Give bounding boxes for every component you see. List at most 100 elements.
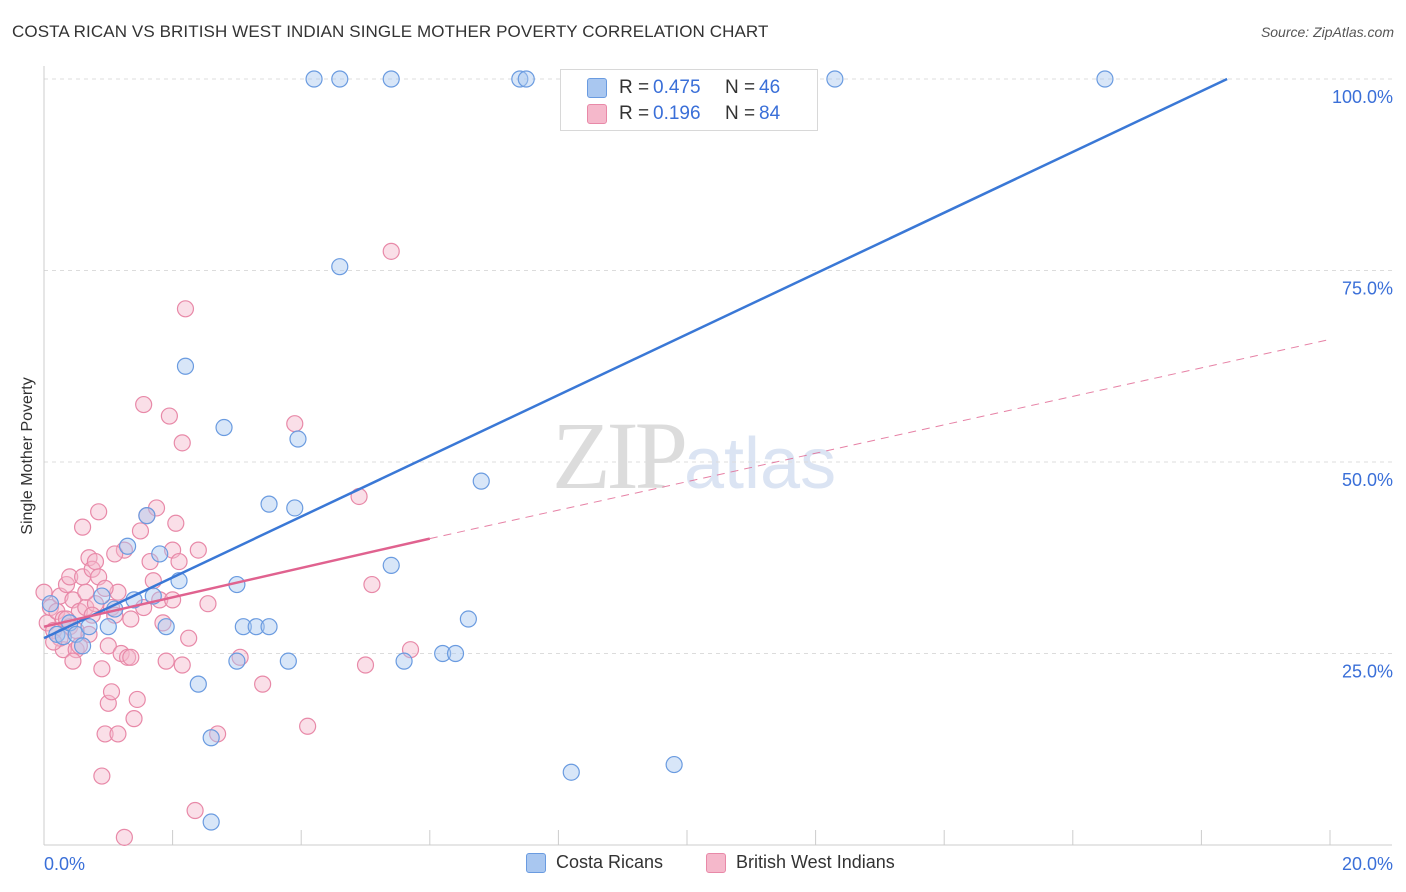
costa-ricans-point — [176, 357, 195, 375]
british-west-indians-point — [115, 828, 133, 846]
legend-swatch-blue — [587, 78, 607, 98]
british-west-indians-point — [128, 690, 146, 709]
costa-ricans-point — [215, 418, 233, 437]
bottom-legend-label: British West Indians — [736, 852, 895, 872]
legend-n-value: 46 — [759, 77, 781, 98]
british-west-indians-point — [102, 683, 121, 701]
chart-title: COSTA RICAN VS BRITISH WEST INDIAN SINGL… — [12, 22, 769, 41]
british-west-indians-point — [109, 725, 127, 743]
legend-n-value: 84 — [759, 103, 781, 124]
british-west-indians-point — [157, 652, 175, 670]
legend-n-label: N = — [725, 77, 756, 98]
british-west-indians-point — [173, 656, 191, 674]
british-west-indians-point — [73, 518, 92, 536]
british-west-indians-point — [167, 514, 185, 532]
bottom-legend-british-west-indians: British West Indians — [706, 852, 895, 873]
legend-r-value: 0.475 — [653, 77, 701, 98]
british-west-indians-trend-line — [43, 537, 431, 628]
source-label: Source: ZipAtlas.com — [1260, 24, 1394, 40]
costa-ricans-point — [382, 70, 400, 88]
costa-ricans-point — [665, 755, 683, 774]
costa-ricans-point — [826, 70, 844, 88]
costa-ricans-point — [138, 507, 156, 525]
costa-ricans-point — [517, 70, 535, 88]
british-west-indians-point — [173, 434, 191, 452]
british-west-indians-point — [286, 415, 304, 433]
costa-ricans-point — [228, 652, 246, 670]
legend-r-label: R = — [619, 103, 650, 124]
legend: R = 0.475 N = 46 R = 0.196 N = 84 — [560, 69, 818, 131]
costa-ricans-point — [472, 472, 490, 490]
costa-ricans-point — [202, 813, 220, 831]
y-tick-label: 100.0% — [1332, 87, 1393, 107]
costa-ricans-point — [279, 652, 297, 670]
costa-ricans-point — [331, 70, 349, 88]
legend-n-label: N = — [725, 103, 756, 124]
british-west-indians-point — [131, 522, 150, 540]
bottom-legend-label: Costa Ricans — [556, 852, 664, 872]
british-west-indians-point — [109, 583, 127, 601]
costa-ricans-point — [260, 618, 278, 636]
british-west-indians-point — [93, 767, 111, 785]
british-west-indians-point — [64, 652, 82, 670]
british-west-indians-point — [106, 545, 124, 563]
british-west-indians-point — [186, 801, 204, 820]
legend-swatch-pink — [587, 104, 607, 124]
british-west-indians-point — [160, 407, 178, 425]
legend-r-label: R = — [619, 77, 650, 98]
costa-ricans-trend-line — [43, 77, 1228, 640]
british-west-indians-point — [125, 710, 143, 728]
bottom-legend-costa-ricans: Costa Ricans — [526, 852, 663, 873]
costa-ricans-point — [189, 675, 207, 693]
costa-ricans-point — [202, 729, 220, 747]
legend-row-costa-ricans: R = 0.475 N = 46 — [587, 76, 780, 100]
costa-ricans-point — [434, 644, 452, 663]
costa-ricans-point — [331, 258, 349, 276]
y-tick-label: 75.0% — [1342, 279, 1393, 299]
x-tick-label: 0.0% — [44, 854, 85, 874]
costa-ricans-point — [562, 763, 580, 781]
costa-ricans-point — [382, 556, 400, 575]
costa-ricans-point — [80, 618, 98, 636]
british-west-indians-point — [122, 648, 140, 666]
british-west-indians-point — [189, 541, 207, 559]
costa-ricans-point — [157, 618, 175, 636]
costa-ricans-point — [511, 70, 529, 88]
costa-ricans-point — [289, 430, 307, 448]
costa-ricans-point — [247, 618, 265, 636]
y-tick-label: 25.0% — [1342, 662, 1393, 682]
british-west-indians-point — [122, 610, 140, 628]
costa-ricans-point — [459, 610, 477, 628]
costa-ricans-point — [234, 618, 252, 636]
british-west-indians-point — [363, 575, 381, 594]
legend-r-value: 0.196 — [653, 103, 701, 124]
british-west-indians-point — [199, 595, 217, 613]
watermark-atlas: atlas — [684, 424, 837, 504]
british-west-indians-point — [93, 660, 111, 678]
british-west-indians-point — [176, 300, 195, 318]
bottom-legend-swatch-pink — [706, 852, 726, 873]
costa-ricans-point — [446, 644, 465, 663]
costa-ricans-point — [99, 618, 117, 636]
british-west-indians-point — [254, 675, 272, 693]
british-west-indians-point — [99, 637, 117, 655]
british-west-indians-point — [61, 568, 79, 586]
costa-ricans-point — [41, 595, 60, 613]
costa-ricans-point — [93, 587, 111, 605]
x-tick-label: 20.0% — [1342, 854, 1393, 874]
british-west-indians-point — [135, 395, 153, 414]
watermark: ZIPatlas — [552, 400, 836, 511]
costa-ricans-point — [286, 499, 304, 517]
costa-ricans-point — [1096, 70, 1114, 88]
costa-ricans-point — [305, 70, 323, 88]
british-west-indians-trend-extension — [429, 338, 1331, 540]
watermark-zip: ZIP — [552, 402, 688, 509]
british-west-indians-point — [356, 656, 375, 674]
costa-ricans-point — [395, 652, 413, 670]
british-west-indians-point — [90, 503, 108, 521]
british-west-indians-point — [170, 552, 188, 571]
legend-row-british-west-indians: R = 0.196 N = 84 — [587, 102, 780, 126]
bottom-legend-swatch-blue — [526, 852, 546, 873]
british-west-indians-point — [96, 725, 114, 743]
